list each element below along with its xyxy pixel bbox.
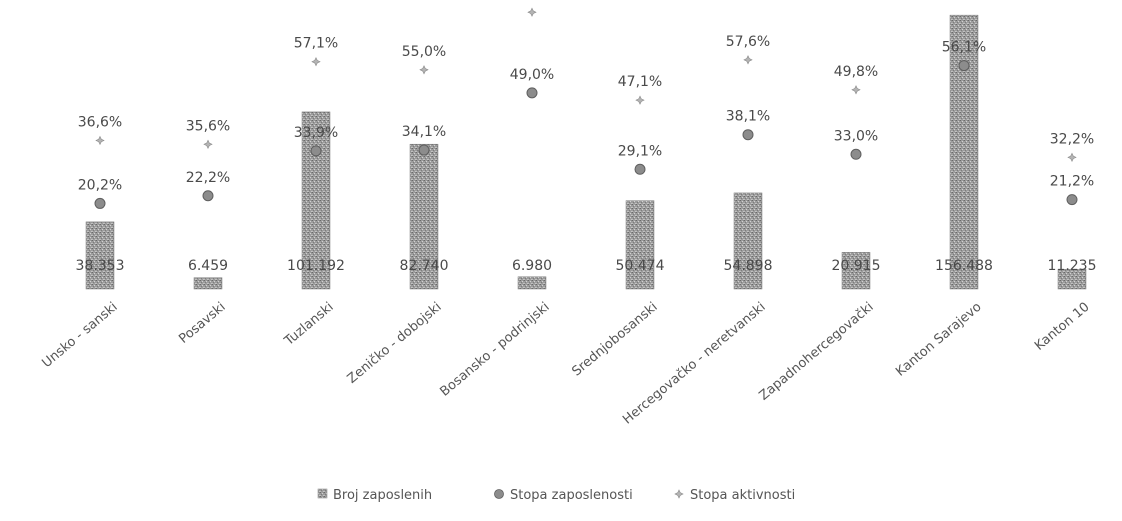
bar-7: [841, 252, 871, 290]
category-label-7: Zapadnohercegovački: [757, 300, 877, 404]
activity-value-label-5: 47,1%: [618, 74, 662, 90]
activity-marker-6: [743, 55, 753, 65]
activity-marker-2: [311, 57, 321, 67]
bar-4: [517, 276, 547, 290]
legend-label-0: Broj zaposlenih: [333, 488, 432, 503]
category-label-4: Bosansko - podrinjski: [437, 300, 552, 400]
employment-marker-1: [202, 190, 214, 202]
category-label-2: Tuzlanski: [281, 300, 336, 350]
category-label-8: Kanton Sarajevo: [893, 300, 984, 380]
employment-value-label-3: 34,1%: [402, 124, 446, 140]
bar-value-label-2: 101.192: [287, 258, 345, 274]
employment-marker-4: [526, 87, 538, 99]
bar-0: [85, 221, 115, 290]
markers-layer: [94, 7, 1078, 209]
legend-swatch-activity: [674, 489, 684, 499]
employment-value-label-0: 20,2%: [78, 177, 122, 193]
employment-value-label-2: 33,9%: [294, 125, 338, 141]
bar-6: [733, 192, 763, 290]
bar-value-label-7: 20.915: [832, 258, 881, 274]
category-label-3: Zeničko - dobojski: [345, 300, 445, 387]
legend-swatch-employment: [494, 489, 504, 499]
employment-marker-6: [742, 129, 754, 141]
employment-marker-2: [310, 145, 322, 157]
bar-value-label-3: 82.740: [400, 258, 449, 274]
bar-value-label-5: 50.474: [616, 258, 665, 274]
activity-value-label-1: 35,6%: [186, 118, 230, 134]
legend-swatch-bar: [317, 488, 328, 499]
activity-value-label-7: 49,8%: [834, 64, 878, 80]
bar-5: [625, 200, 655, 290]
bar-value-label-1: 6.459: [188, 258, 228, 274]
employment-marker-9: [1066, 194, 1078, 206]
activity-marker-9: [1067, 152, 1077, 163]
employment-marker-5: [634, 163, 646, 175]
activity-value-label-4: 70,0%: [510, 0, 554, 2]
employment-value-label-8: 56,1%: [942, 40, 986, 56]
category-label-1: Posavski: [176, 300, 228, 347]
bar-9: [1057, 269, 1087, 290]
employment-marker-3: [418, 144, 430, 156]
employment-marker-0: [94, 197, 106, 209]
bar-value-label-6: 54.898: [724, 258, 773, 274]
categories-layer: Unsko - sanski Posavski Tuzlanski Zeničko -…: [39, 300, 1092, 428]
bar-value-label-4: 6.980: [512, 258, 552, 274]
activity-marker-0: [95, 135, 105, 146]
bar-value-label-8: 156.488: [935, 258, 993, 274]
legend: Broj zaposlenih Stopa zaposlenosti Stopa a…: [317, 488, 795, 503]
legend-label-1: Stopa zaposlenosti: [510, 488, 633, 503]
employment-marker-8: [958, 60, 970, 72]
activity-value-label-9: 32,2%: [1050, 131, 1094, 147]
employment-value-label-4: 49,0%: [510, 67, 554, 83]
bar-1: [193, 277, 223, 290]
legend-label-2: Stopa aktivnosti: [690, 488, 795, 503]
category-label-5: Srednjobosanski: [569, 300, 660, 380]
bar-value-label-9: 11.235: [1048, 258, 1097, 274]
bar-8: [949, 14, 979, 290]
employment-value-label-6: 38,1%: [726, 109, 770, 125]
category-label-9: Kanton 10: [1032, 300, 1093, 354]
employment-value-label-5: 29,1%: [618, 143, 662, 159]
employment-marker-7: [850, 148, 862, 160]
activity-marker-1: [203, 139, 213, 149]
employment-value-label-9: 21,2%: [1050, 174, 1094, 190]
employment-value-label-1: 22,2%: [186, 170, 230, 186]
activity-value-label-0: 36,6%: [78, 114, 122, 130]
category-label-0: Unsko - sanski: [39, 300, 120, 372]
activity-value-label-2: 57,1%: [294, 36, 338, 52]
activity-marker-3: [419, 65, 429, 75]
activity-marker-5: [635, 95, 645, 105]
bar-value-label-0: 38.353: [76, 258, 125, 274]
labels-layer: 38.353 20,2% 36,6% 6.459 22,2% 35,6% 101.192 33…: [76, 0, 1097, 274]
employment-value-label-7: 33,0%: [834, 128, 878, 144]
bar-3: [409, 143, 439, 290]
bar-2: [301, 111, 331, 290]
activity-marker-4: [527, 7, 537, 17]
bars-layer: [85, 14, 1087, 290]
activity-value-label-3: 55,0%: [402, 44, 446, 60]
activity-marker-7: [851, 85, 861, 95]
activity-value-label-6: 57,6%: [726, 34, 770, 50]
